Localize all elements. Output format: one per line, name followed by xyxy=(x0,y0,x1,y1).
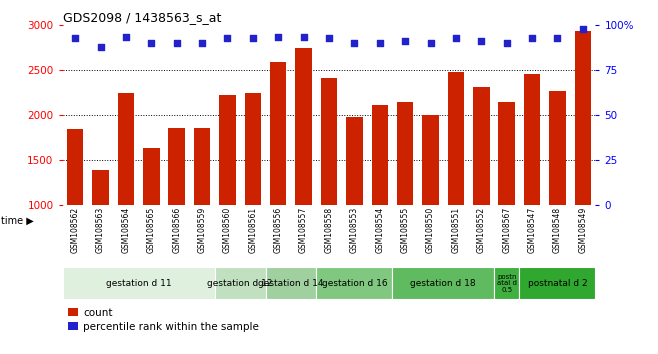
Text: time ▶: time ▶ xyxy=(1,215,34,225)
Point xyxy=(120,34,131,39)
Point xyxy=(197,40,207,46)
Point xyxy=(501,40,512,46)
Bar xyxy=(372,105,388,205)
Bar xyxy=(473,87,490,205)
Text: GSM108558: GSM108558 xyxy=(324,207,334,253)
Point xyxy=(146,40,157,46)
Bar xyxy=(574,31,591,205)
Point xyxy=(324,35,334,41)
Text: GSM108550: GSM108550 xyxy=(426,207,435,253)
Bar xyxy=(245,93,261,205)
Bar xyxy=(295,48,312,205)
Text: GSM108564: GSM108564 xyxy=(122,207,130,253)
Bar xyxy=(168,128,185,205)
Bar xyxy=(143,148,160,205)
Bar xyxy=(422,115,439,205)
Text: GSM108551: GSM108551 xyxy=(451,207,461,253)
Text: gestation d 14: gestation d 14 xyxy=(258,279,324,288)
Point xyxy=(451,35,461,41)
Bar xyxy=(63,267,215,299)
Bar xyxy=(67,129,84,205)
Point xyxy=(374,40,385,46)
Point xyxy=(425,40,436,46)
Bar xyxy=(346,117,363,205)
Bar xyxy=(524,74,540,205)
Text: GSM108556: GSM108556 xyxy=(274,207,283,253)
Bar xyxy=(397,102,413,205)
Bar xyxy=(316,267,392,299)
Bar xyxy=(92,170,109,205)
Bar xyxy=(219,95,236,205)
Bar xyxy=(392,267,494,299)
Text: GSM108559: GSM108559 xyxy=(197,207,207,253)
Text: GSM108562: GSM108562 xyxy=(70,207,80,253)
Bar xyxy=(215,267,266,299)
Text: GSM108554: GSM108554 xyxy=(375,207,384,253)
Text: GDS2098 / 1438563_s_at: GDS2098 / 1438563_s_at xyxy=(63,11,221,24)
Text: GSM108549: GSM108549 xyxy=(578,207,588,253)
Text: gestation d 18: gestation d 18 xyxy=(411,279,476,288)
Point xyxy=(552,35,563,41)
Text: GSM108560: GSM108560 xyxy=(223,207,232,253)
Point xyxy=(578,27,588,32)
Text: postnatal d 2: postnatal d 2 xyxy=(528,279,587,288)
Text: GSM108565: GSM108565 xyxy=(147,207,156,253)
Text: GSM108552: GSM108552 xyxy=(477,207,486,253)
Point xyxy=(400,38,411,44)
Bar xyxy=(498,102,515,205)
Text: GSM108561: GSM108561 xyxy=(248,207,257,253)
Point xyxy=(172,40,182,46)
Text: GSM108566: GSM108566 xyxy=(172,207,181,253)
Point xyxy=(95,45,106,50)
Bar xyxy=(494,267,519,299)
Text: GSM108557: GSM108557 xyxy=(299,207,308,253)
Legend: count, percentile rank within the sample: count, percentile rank within the sample xyxy=(68,308,259,332)
Text: GSM108547: GSM108547 xyxy=(528,207,536,253)
Bar xyxy=(549,91,566,205)
Text: GSM108567: GSM108567 xyxy=(502,207,511,253)
Text: GSM108563: GSM108563 xyxy=(96,207,105,253)
Bar xyxy=(447,72,464,205)
Point xyxy=(70,35,80,41)
Point xyxy=(247,35,258,41)
Point xyxy=(527,35,538,41)
Bar xyxy=(519,267,595,299)
Point xyxy=(476,38,486,44)
Point xyxy=(273,34,284,39)
Bar xyxy=(270,62,286,205)
Text: GSM108555: GSM108555 xyxy=(401,207,410,253)
Bar xyxy=(118,93,134,205)
Text: GSM108553: GSM108553 xyxy=(350,207,359,253)
Point xyxy=(298,34,309,39)
Text: GSM108548: GSM108548 xyxy=(553,207,562,253)
Bar xyxy=(266,267,316,299)
Text: gestation d 11: gestation d 11 xyxy=(106,279,172,288)
Text: gestation d 16: gestation d 16 xyxy=(322,279,387,288)
Text: gestation d 12: gestation d 12 xyxy=(207,279,273,288)
Point xyxy=(222,35,233,41)
Bar xyxy=(194,128,211,205)
Text: postn
atal d
0.5: postn atal d 0.5 xyxy=(497,274,517,293)
Bar xyxy=(320,78,338,205)
Point xyxy=(349,40,360,46)
